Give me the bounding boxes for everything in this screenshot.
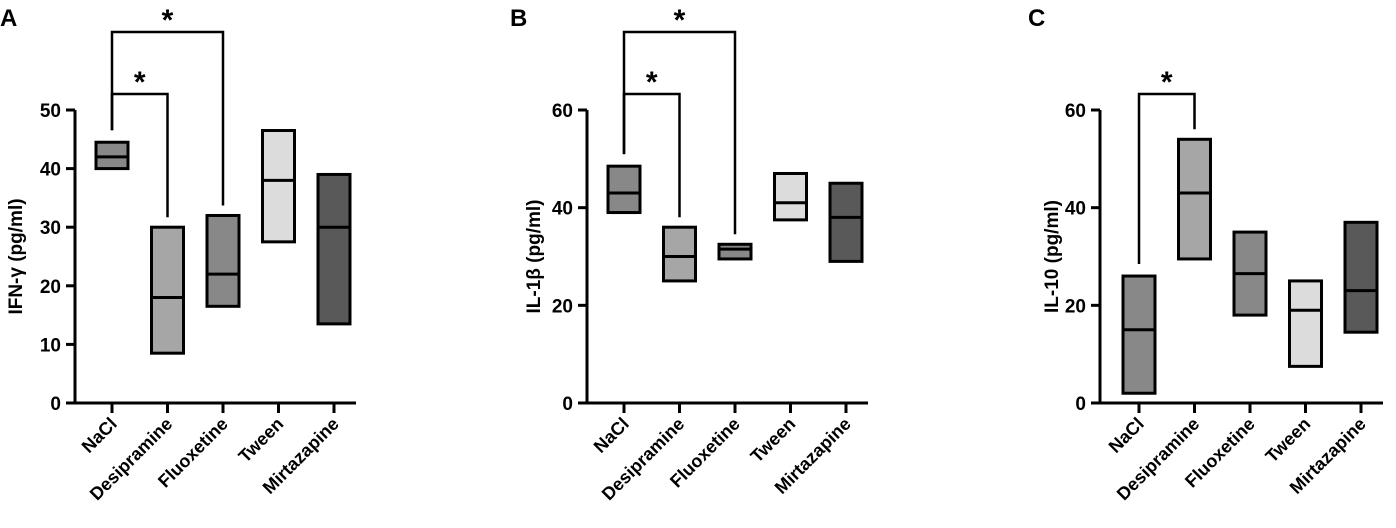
y-tick-label: 50 bbox=[40, 101, 61, 122]
significance-star: * bbox=[134, 66, 146, 99]
panel-letter: A bbox=[0, 5, 17, 32]
x-category-label: Tween bbox=[235, 414, 288, 467]
y-axis-title: IL-1β (pg/ml) bbox=[524, 200, 545, 314]
y-tick-label: 40 bbox=[552, 199, 573, 220]
box-mirtazapine bbox=[1343, 220, 1379, 334]
x-category-label: Tween bbox=[1262, 414, 1315, 467]
box-desipramine bbox=[1177, 137, 1212, 261]
box-mirtazapine bbox=[316, 172, 352, 326]
box-fluoxetine bbox=[205, 213, 241, 308]
box-desipramine bbox=[662, 225, 697, 283]
box-nacl bbox=[1121, 274, 1157, 395]
x-category-label: NaCl bbox=[78, 414, 121, 457]
y-tick-label: 20 bbox=[552, 296, 573, 317]
significance-star: * bbox=[646, 66, 658, 99]
box-nacl bbox=[606, 164, 642, 215]
y-tick-label: 10 bbox=[40, 335, 61, 356]
panel-letter: C bbox=[1028, 5, 1045, 32]
significance-bracket bbox=[1137, 92, 1196, 265]
y-axis-title: IFN-γ (pg/ml) bbox=[6, 198, 27, 314]
significance-bracket bbox=[622, 30, 737, 235]
y-tick-label: 20 bbox=[40, 277, 61, 298]
y-tick-label: 0 bbox=[50, 394, 61, 415]
box-fluoxetine bbox=[717, 242, 753, 261]
significance-star: * bbox=[674, 4, 686, 37]
y-tick-label: 40 bbox=[40, 160, 61, 181]
y-tick-label: 0 bbox=[562, 394, 573, 415]
y-tick-label: 60 bbox=[1065, 101, 1086, 122]
y-axis-title: IL-10 (pg/ml) bbox=[1042, 200, 1063, 313]
box-mirtazapine bbox=[828, 181, 864, 263]
x-category-label: NaCl bbox=[590, 414, 633, 457]
y-tick-label: 0 bbox=[1075, 394, 1086, 415]
y-tick-label: 20 bbox=[1065, 296, 1086, 317]
y-tick-label: 40 bbox=[1065, 199, 1086, 220]
box-desipramine bbox=[150, 225, 185, 355]
significance-star: * bbox=[162, 4, 174, 37]
significance-bracket bbox=[110, 30, 225, 206]
significance-star: * bbox=[1161, 66, 1173, 99]
y-tick-label: 30 bbox=[40, 218, 61, 239]
x-category-label: Tween bbox=[747, 414, 800, 467]
panel-letter: B bbox=[510, 5, 527, 32]
box-tween bbox=[1288, 279, 1323, 368]
y-tick-label: 60 bbox=[552, 101, 573, 122]
box-tween bbox=[261, 129, 296, 244]
box-tween bbox=[773, 171, 808, 222]
x-category-label: NaCl bbox=[1105, 414, 1148, 457]
